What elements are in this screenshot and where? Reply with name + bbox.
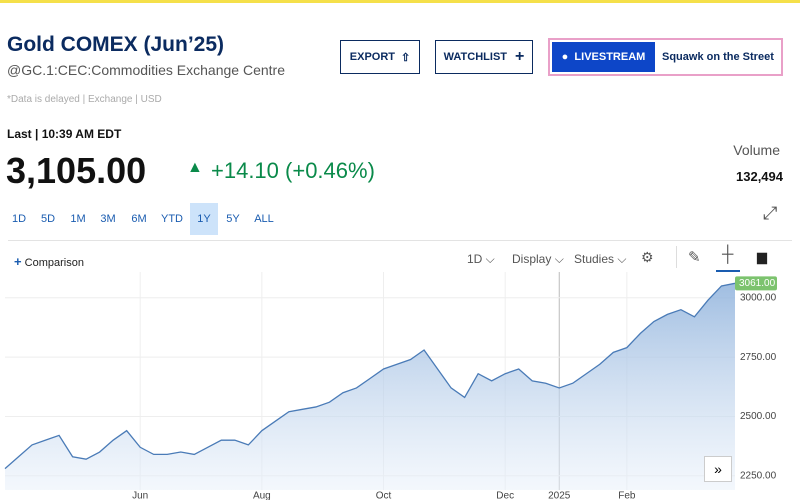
display-button[interactable]: Display ⌵ — [512, 252, 564, 266]
expand-icon[interactable]: ⤢ — [763, 203, 778, 223]
comparison-label: Comparison — [24, 257, 84, 269]
range-button[interactable]: 1Y — [190, 203, 218, 235]
watchlist-icon: + — [515, 48, 525, 65]
symbol: @GC.1:CEC:Commodities Exchange Centre — [7, 62, 285, 78]
range-button[interactable]: 1D — [11, 213, 27, 225]
volume-label: Volume — [733, 142, 780, 158]
studies-label: Studies — [574, 252, 615, 266]
crosshair-underline — [716, 270, 740, 272]
y-tick-label: 3000.00 — [740, 292, 777, 303]
last-price-box — [735, 276, 777, 291]
separator — [8, 240, 792, 241]
range-button[interactable]: 6M — [131, 213, 147, 225]
title: Gold COMEX (Jun’25) — [7, 33, 225, 56]
line — [4, 282, 736, 470]
watchlist-button[interactable]: WATCHLIST + — [435, 40, 533, 74]
squawk-label: Squawk on the Street — [662, 51, 774, 63]
top-bar — [0, 0, 800, 3]
range-button[interactable]: 1M — [70, 213, 86, 225]
range-button[interactable]: ALL — [254, 213, 274, 225]
tool-divider — [676, 246, 677, 268]
last-label: Last | 10:39 AM EDT — [7, 127, 122, 141]
interval-label: 1D — [467, 252, 483, 266]
change: +14.10 (+0.46%) — [211, 158, 375, 183]
y-tick-label: 2250.00 — [740, 470, 777, 481]
comment-icon[interactable]: ▆ — [757, 249, 767, 264]
x-tick-label: 2025 — [548, 491, 571, 500]
last-price-label: 3061.00 — [739, 278, 776, 289]
range-button[interactable]: 3M — [100, 213, 116, 225]
studies-button[interactable]: Studies ⌵ — [574, 252, 627, 266]
x-tick-label: Aug — [253, 491, 271, 500]
export-button[interactable]: EXPORT ⇧ — [340, 40, 420, 74]
area — [5, 283, 735, 490]
range-button[interactable]: YTD — [161, 213, 183, 225]
display-label: Display — [512, 252, 552, 266]
x-tick-label: Jun — [132, 491, 148, 500]
livestream-label: LIVESTREAM — [574, 51, 646, 63]
livestream-badge: ● LIVESTREAM — [552, 42, 655, 72]
price: 3,105.00 — [6, 150, 147, 191]
livestream-box[interactable]: ● LIVESTREAM Squawk on the Street — [548, 38, 783, 76]
y-tick-label: 2500.00 — [740, 411, 777, 422]
draw-icon[interactable]: ✎ — [688, 249, 701, 266]
chart: Jun Aug Oct Dec 2025 Feb 2250.00 2500.00 2750.00… — [4, 272, 777, 500]
watchlist-label: WATCHLIST — [443, 51, 507, 63]
x-tick-label: Feb — [618, 491, 636, 500]
range-button[interactable]: 5D — [40, 213, 56, 225]
volume: 132,494 — [736, 169, 783, 184]
x-tick-label: Oct — [376, 491, 392, 500]
x-tick-label: Dec — [496, 491, 514, 500]
export-label: EXPORT — [349, 51, 395, 63]
up-arrow: ▲ — [187, 159, 203, 176]
comparison-button[interactable]: + Comparison — [14, 254, 84, 269]
range-button[interactable]: 5Y — [226, 213, 240, 225]
y-tick-label: 2750.00 — [740, 352, 777, 363]
export-icon: ⇧ — [401, 51, 411, 64]
scroll-button[interactable]: » — [704, 456, 732, 482]
note: *Data is delayed | Exchange | USD — [7, 94, 162, 105]
crosshair-icon[interactable]: ┼ — [722, 246, 734, 263]
interval-button[interactable]: 1D ⌵ — [467, 252, 495, 266]
settings-icon[interactable]: ⚙ — [641, 249, 654, 265]
